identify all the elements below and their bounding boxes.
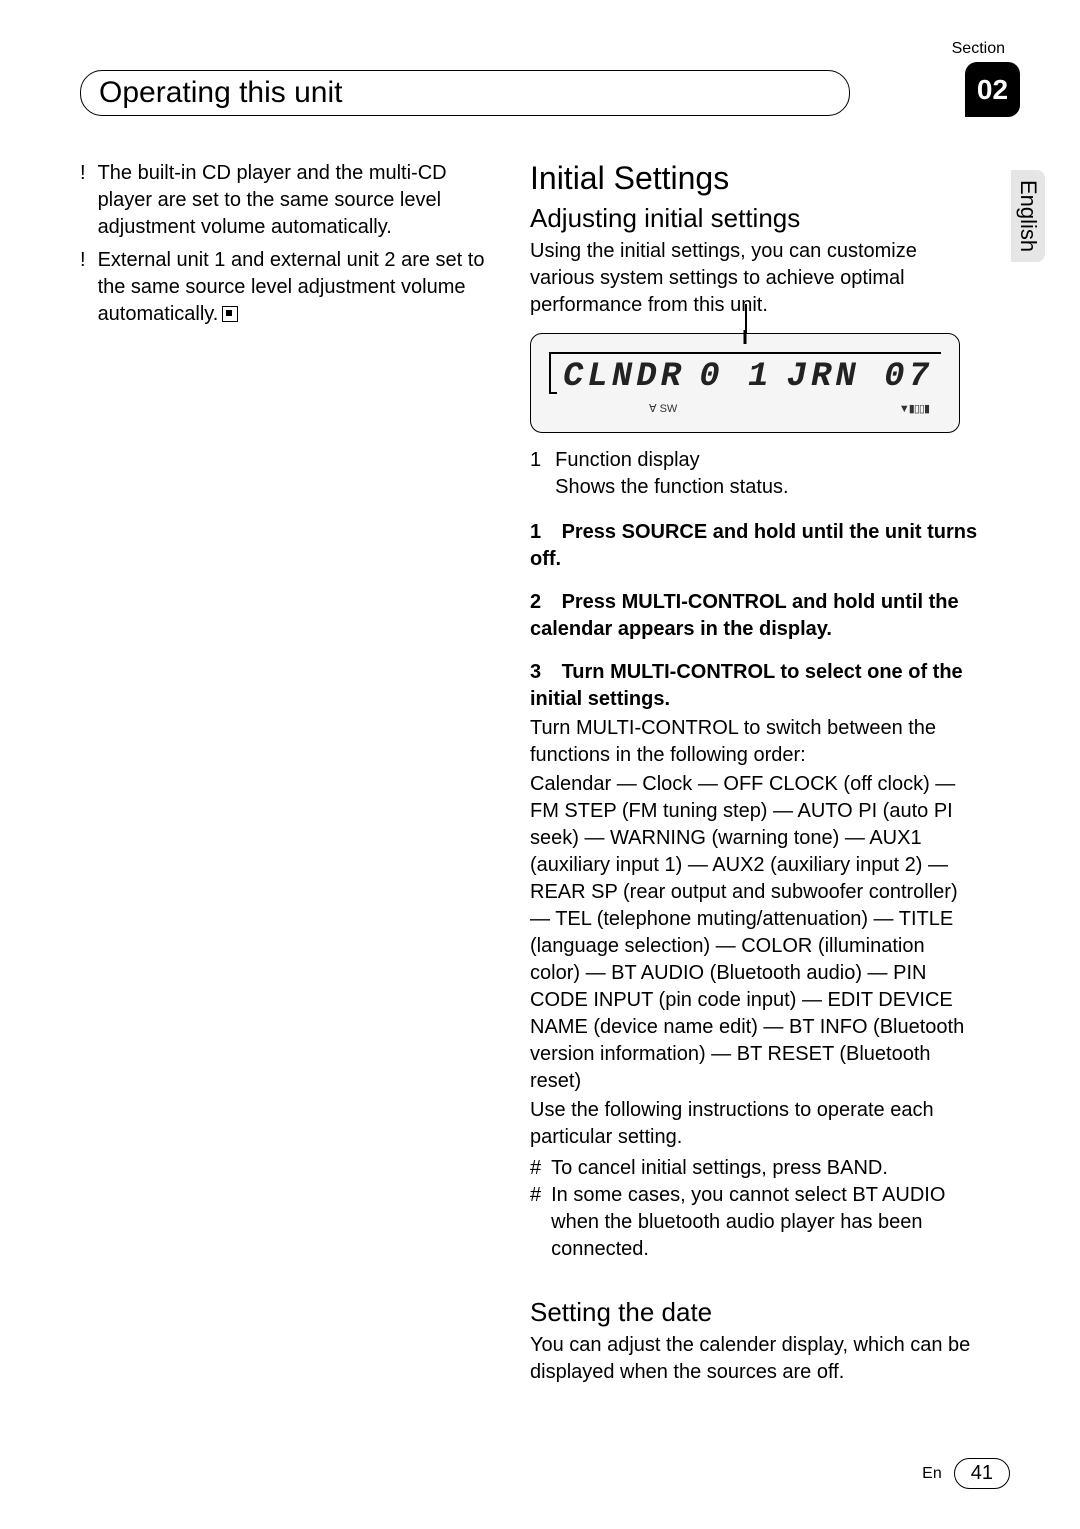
step-1: 1 Press SOURCE and hold until the unit t… [530, 519, 980, 573]
spacer [530, 505, 980, 519]
sw-icon: ∀ SW [649, 402, 677, 420]
hash-icon: # [530, 1182, 541, 1263]
signal-icon: ▼▮▯▯▮ [899, 402, 929, 420]
display-frame-icon [549, 354, 557, 394]
callout-body: Function display Shows the function stat… [555, 447, 788, 501]
step3-lead: Turn MULTI-CONTROL to switch between the… [530, 715, 980, 769]
language-tab: English [1011, 170, 1045, 262]
heading-initial-settings: Initial Settings [530, 160, 980, 197]
page-title: Operating this unit [80, 70, 850, 116]
step3-tail: Use the following instructions to operat… [530, 1097, 980, 1151]
date-paragraph: You can adjust the calender display, whi… [530, 1332, 980, 1386]
heading-adjusting: Adjusting initial settings [530, 203, 980, 234]
section-label: Section [952, 40, 1005, 58]
left-column: ! The built-in CD player and the multi-C… [80, 160, 500, 1396]
lcd-display-illustration: CLNDR 0 1 JRN 07 ∀ SW ▼▮▯▯▮ [530, 333, 960, 433]
step-number: 2 [530, 589, 556, 616]
display-text-mid: 0 1 [699, 358, 772, 396]
notes-list: ! The built-in CD player and the multi-C… [80, 160, 500, 328]
function-order-list: Calendar — Clock — OFF CLOCK (off clock)… [530, 771, 980, 1095]
section-number-badge: 02 [965, 62, 1020, 117]
footer-lang: En [922, 1465, 942, 1483]
callout-desc: Shows the function status. [555, 474, 788, 501]
hash-text: In some cases, you cannot select BT AUDI… [551, 1182, 980, 1263]
list-item: ! The built-in CD player and the multi-C… [80, 160, 500, 241]
display-screen: CLNDR 0 1 JRN 07 ∀ SW ▼▮▯▯▮ [549, 352, 941, 422]
step-3: 3 Turn MULTI-CONTROL to select one of th… [530, 659, 980, 713]
page-number: 41 [954, 1458, 1010, 1489]
step-title: Turn MULTI-CONTROL to select one of the … [530, 661, 963, 710]
list-item: # In some cases, you cannot select BT AU… [530, 1182, 980, 1263]
display-text-right: JRN 07 [787, 358, 933, 396]
callout-line-icon [745, 304, 747, 334]
intro-paragraph: Using the initial settings, you can cust… [530, 238, 980, 319]
list-item-text: External unit 1 and external unit 2 are … [98, 247, 500, 328]
callout-item: 1 Function display Shows the function st… [530, 447, 980, 501]
step-title: Press MULTI-CONTROL and hold until the c… [530, 591, 959, 640]
display-text-left: CLNDR [563, 358, 685, 396]
hash-icon: # [530, 1155, 541, 1182]
page-footer: En 41 [922, 1458, 1010, 1489]
callout-label: Function display [555, 447, 788, 474]
list-item: # To cancel initial settings, press BAND… [530, 1155, 980, 1182]
display-status-row: ∀ SW ▼▮▯▯▮ [559, 402, 931, 420]
bullet-icon: ! [80, 247, 86, 328]
bullet-icon: ! [80, 160, 86, 241]
list-item-text: The built-in CD player and the multi-CD … [98, 160, 500, 241]
right-column: Initial Settings Adjusting initial setti… [530, 160, 980, 1396]
list-item-inner-text: External unit 1 and external unit 2 are … [98, 249, 485, 325]
heading-setting-date: Setting the date [530, 1297, 980, 1328]
hash-notes: # To cancel initial settings, press BAND… [530, 1155, 980, 1263]
step-2: 2 Press MULTI-CONTROL and hold until the… [530, 589, 980, 643]
callout-number: 1 [530, 447, 541, 501]
display-text: CLNDR 0 1 JRN 07 [563, 358, 933, 396]
end-section-icon [222, 306, 238, 322]
content-columns: ! The built-in CD player and the multi-C… [80, 160, 980, 1396]
list-item: ! External unit 1 and external unit 2 ar… [80, 247, 500, 328]
step-title: Press SOURCE and hold until the unit tur… [530, 521, 977, 570]
hash-text: To cancel initial settings, press BAND. [551, 1155, 888, 1182]
manual-page: Section 02 Operating this unit English !… [0, 0, 1080, 1529]
step-number: 3 [530, 659, 556, 686]
step-number: 1 [530, 519, 556, 546]
